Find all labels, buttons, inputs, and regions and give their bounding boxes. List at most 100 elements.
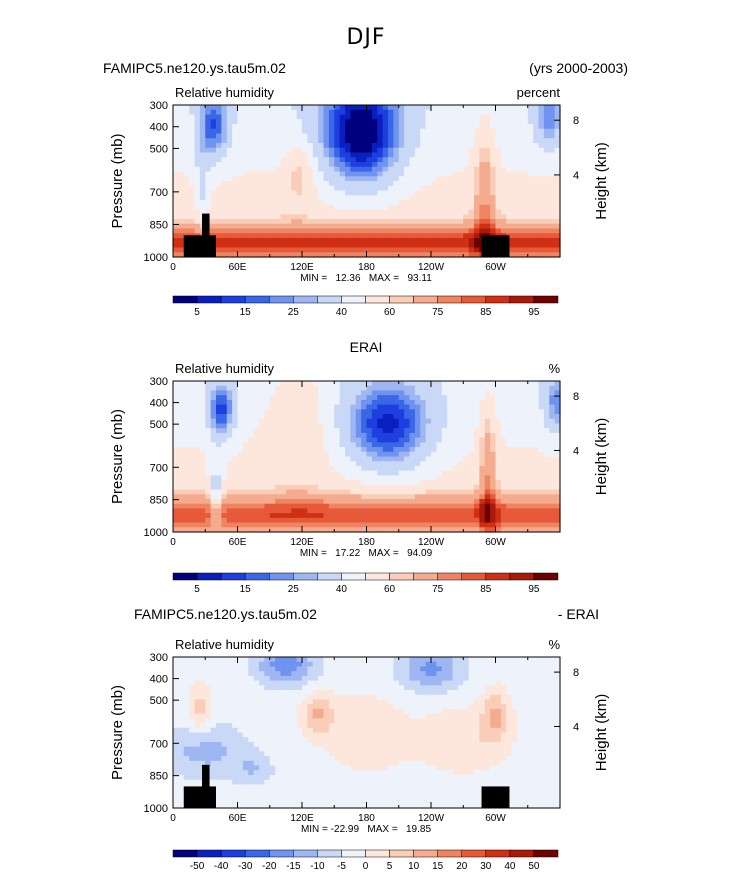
heatmap-cell [221,185,228,192]
heatmap-cell [517,119,523,125]
heatmap-cell [533,214,540,220]
heatmap-cell [248,181,255,187]
heatmap-cell [280,105,287,111]
heatmap-cell [232,404,239,410]
heatmap-cell [484,181,491,187]
heatmap-cell [538,209,545,215]
heatmap-cell [436,522,443,528]
heatmap-cell [452,390,459,396]
heatmap-cell [463,133,470,139]
heatmap-cell [371,494,378,500]
heatmap-cell [506,494,513,500]
heatmap-cell [361,456,368,462]
heatmap-cell [543,133,550,139]
heatmap-cell [436,385,443,392]
heatmap-cell [382,195,389,201]
heatmap-cell [216,228,222,234]
heatmap-cell [296,152,303,158]
heatmap-cell [199,498,206,505]
heatmap-cell [361,484,368,491]
heatmap-cell [495,432,502,439]
heatmap-cell [221,494,228,500]
heatmap-cell [253,494,260,500]
heatmap-cell [388,489,394,495]
heatmap-cell [269,442,276,448]
heatmap-cell [183,228,190,234]
x-tick-label: 120W [418,262,445,273]
heatmap-cell [189,432,196,439]
heatmap-cell [431,128,437,135]
heatmap-cell [554,143,561,149]
heatmap-cell [484,661,491,668]
heatmap-cell [533,181,540,187]
heatmap-cell [549,105,556,111]
heatmap-cell [199,390,206,396]
heatmap-cell [280,666,287,672]
heatmap-cell [543,456,550,462]
heatmap-cell [533,109,540,116]
heatmap-cell [366,475,373,481]
heatmap-cell [339,114,346,120]
heatmap-cell [248,119,255,125]
heatmap-cell [259,128,265,135]
heatmap-cell [388,252,394,258]
heatmap-cell [323,517,330,524]
heatmap-cell [554,195,561,201]
heatmap-cell [339,475,346,481]
heatmap-cell [484,451,491,458]
heatmap-cell [474,138,480,144]
heatmap-cell [527,489,534,495]
heatmap-cell [377,157,384,163]
heatmap-cell [205,522,212,528]
heatmap-cell [495,219,502,225]
heatmap-cell [441,385,448,392]
heatmap-cell [302,171,308,177]
heatmap-cell [522,513,529,519]
heatmap-cell [371,503,378,510]
heatmap-cell [323,252,330,258]
heatmap-cell [517,152,523,158]
heatmap-cell [484,517,491,524]
heatmap-cell [264,200,271,206]
heatmap-cell [527,517,534,524]
heatmap-cell [205,409,212,415]
heatmap-cell [221,498,228,505]
heatmap-cell [506,522,513,528]
heatmap-cell [517,157,523,163]
heatmap-cell [248,404,255,410]
heatmap-cell [474,214,480,220]
heatmap-cell [275,128,282,135]
heatmap-cell [178,166,185,173]
heatmap-cell [216,152,222,158]
heatmap-cell [393,252,400,258]
heatmap-cell [420,414,427,420]
heatmap-cell [468,409,475,415]
heatmap-cell [302,465,308,472]
heatmap-cell [409,661,416,668]
heatmap-cell [307,133,314,139]
heatmap-cell [280,190,287,196]
heatmap-cell [490,166,497,173]
heatmap-cell [447,228,454,234]
heatmap-cell [232,517,239,524]
heatmap-cell [237,152,244,158]
heatmap-cell [216,181,222,187]
heatmap-cell [302,399,308,406]
heatmap-cell [178,395,185,401]
heatmap-cell [382,152,389,158]
heatmap-cell [500,128,507,135]
heatmap-cell [527,176,534,182]
heatmap-cell [259,461,265,467]
heatmap-cell [420,228,427,234]
heatmap-cell [549,381,556,387]
heatmap-cell [388,152,394,158]
heatmap-cell [388,437,394,443]
heatmap-cell [495,442,502,448]
heatmap-cell [178,414,185,420]
colorbar-swatch [485,295,511,304]
heatmap-cell [398,423,405,429]
heatmap-cell [312,456,319,462]
y-tick-label: 850 [150,219,168,231]
heatmap-cell [334,219,341,225]
heatmap-cell [382,657,389,663]
